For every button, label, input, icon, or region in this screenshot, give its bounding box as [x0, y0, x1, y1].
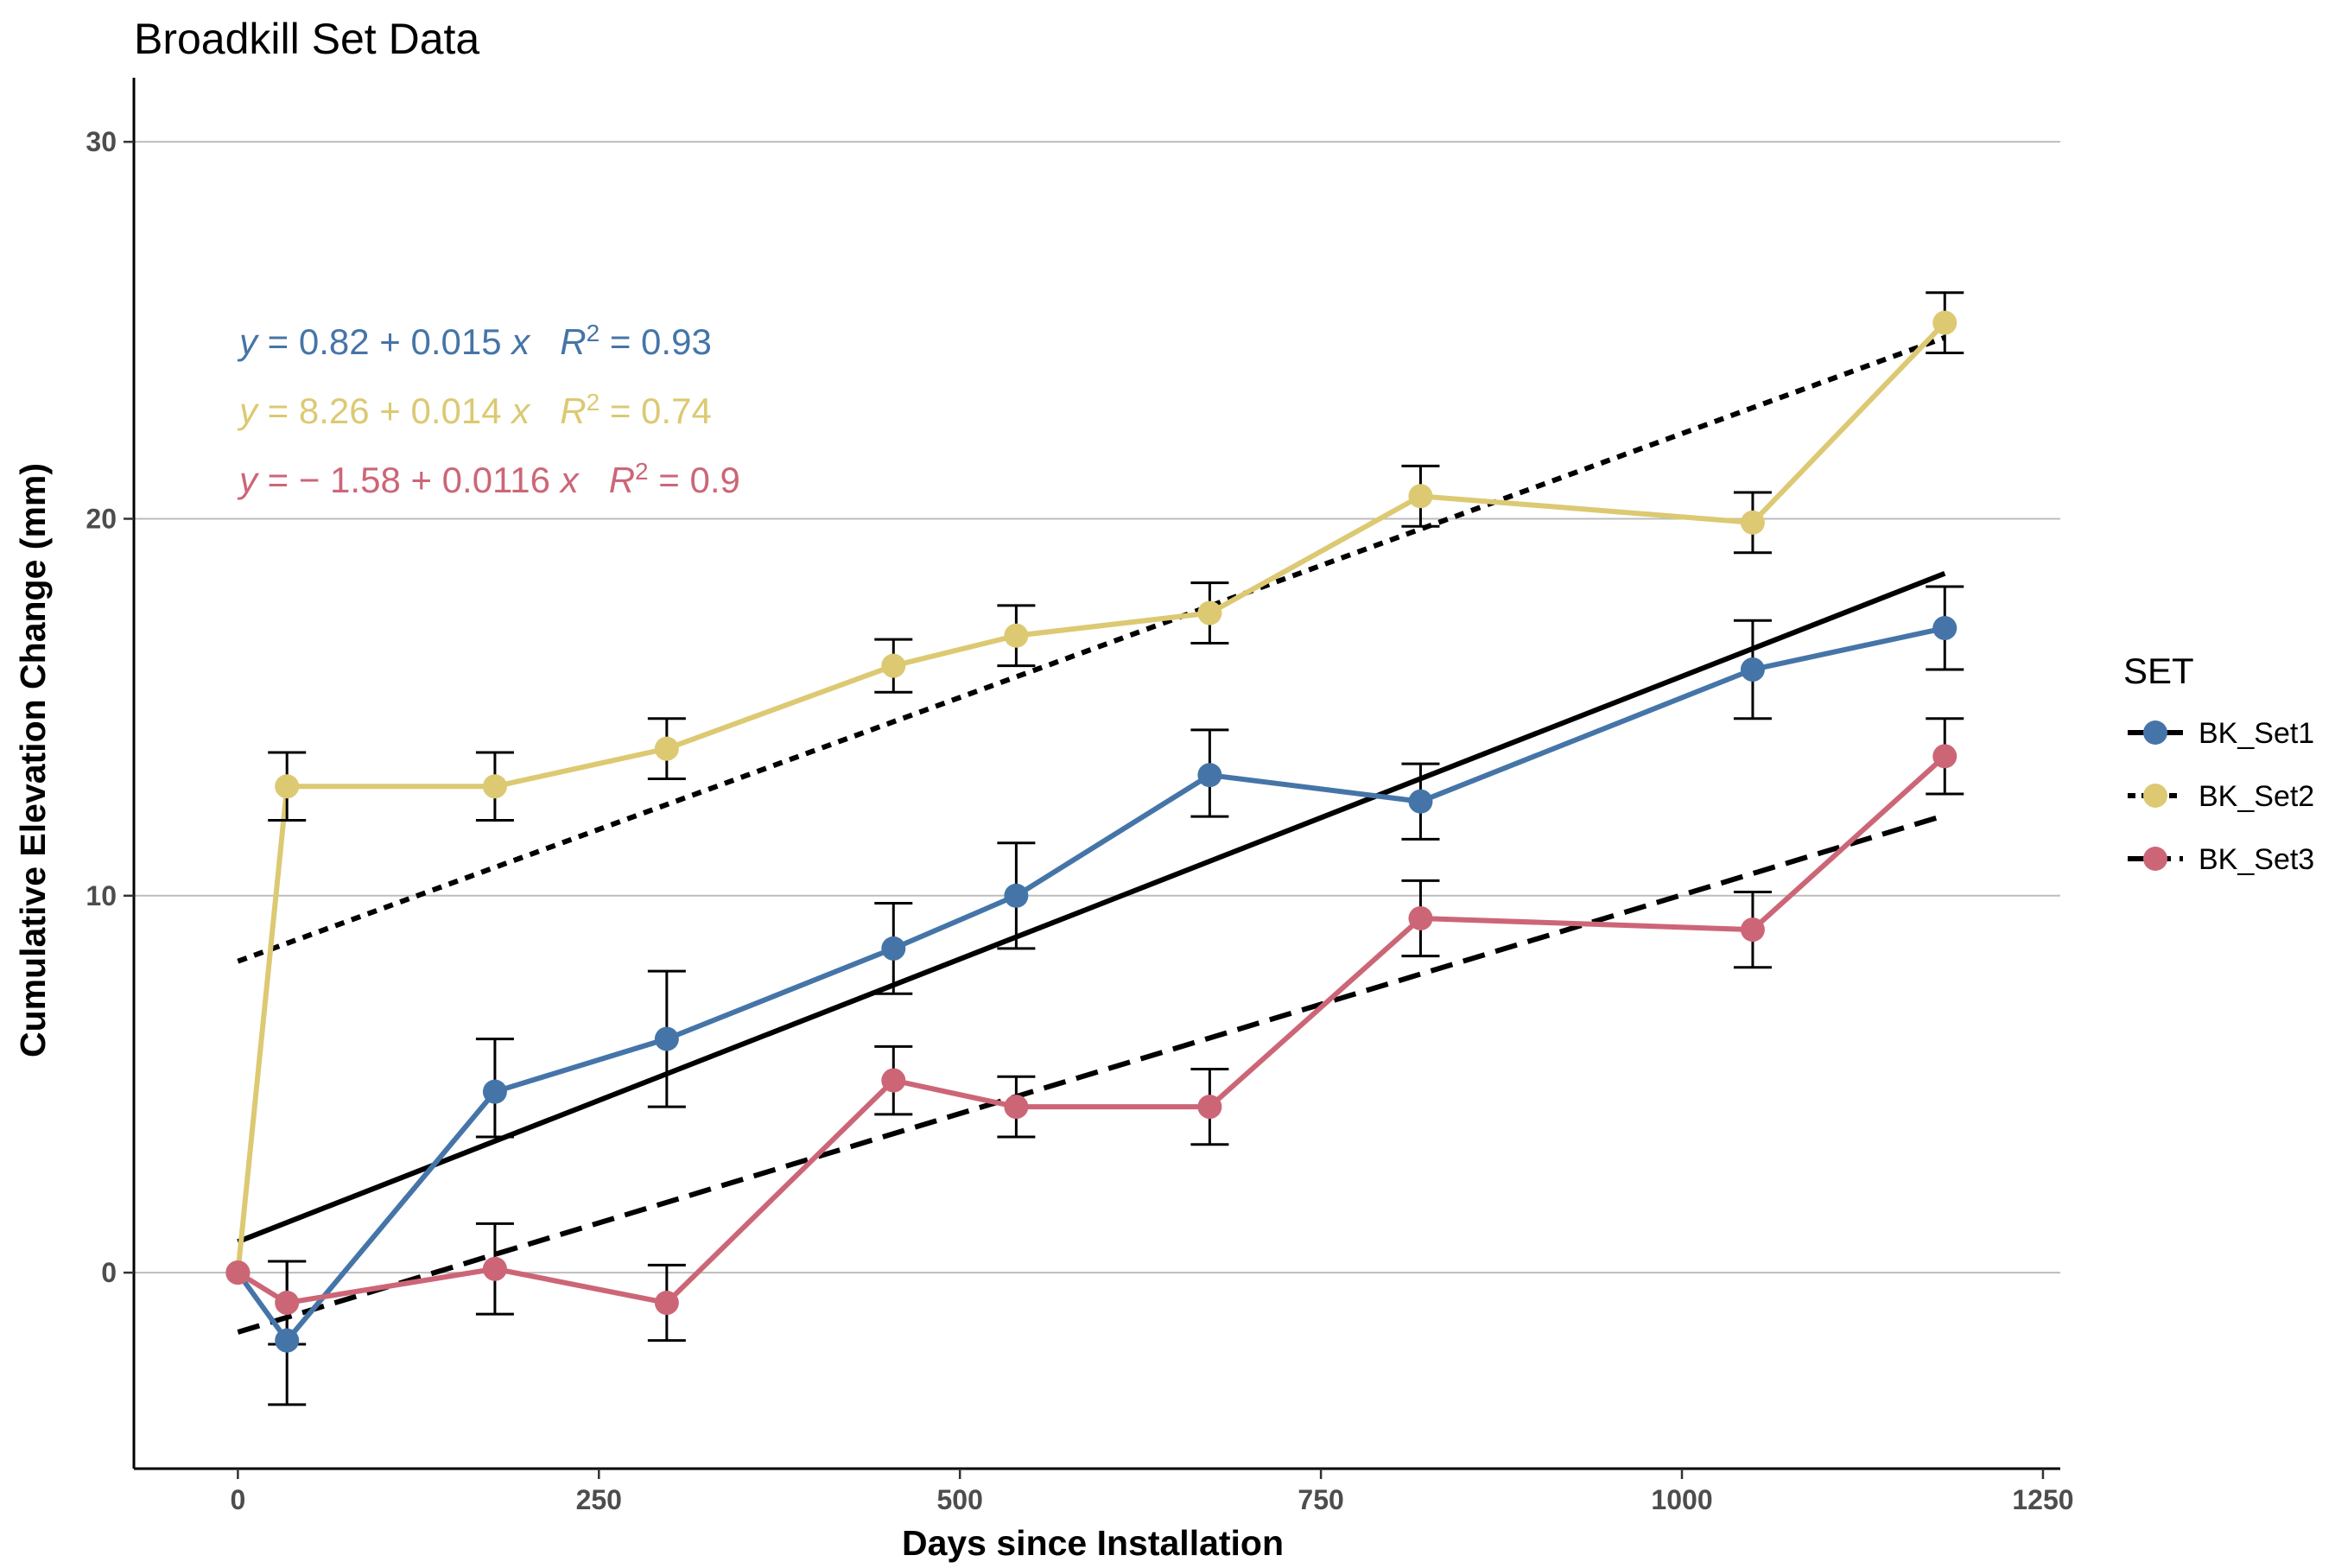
data-point	[1932, 616, 1957, 641]
equation-part: x	[510, 390, 531, 431]
legend-label: BK_Set2	[2199, 780, 2314, 813]
legend-label: BK_Set3	[2199, 843, 2314, 876]
y-tick-label: 20	[86, 503, 117, 534]
data-point	[1408, 905, 1433, 930]
equation-part: = 0.93	[600, 321, 712, 362]
equation-part: y	[237, 460, 260, 500]
equation-part: R	[609, 460, 635, 500]
data-point	[275, 774, 300, 799]
y-axis-title: Cumulative Elevation Change (mm)	[13, 463, 53, 1057]
data-point	[1197, 1095, 1222, 1120]
equation-part: x	[559, 460, 581, 500]
series-line	[235, 625, 1945, 1343]
data-point	[881, 653, 906, 678]
data-point	[1932, 744, 1957, 769]
equation-part: = − 1.58 + 0.0116	[257, 460, 561, 500]
equation-part	[579, 460, 609, 500]
data-point	[1197, 763, 1222, 788]
regression-equation: y = 8.26 + 0.014 x R2 = 0.74	[237, 389, 712, 432]
legend-label: BK_Set1	[2199, 717, 2314, 750]
x-tick-label: 1250	[2012, 1484, 2073, 1515]
equation-part: = 0.82 + 0.015	[257, 321, 511, 362]
equation-part: R	[560, 321, 586, 362]
data-point	[225, 1260, 251, 1286]
data-point	[482, 774, 507, 799]
data-point	[1740, 917, 1765, 943]
data-point	[654, 736, 679, 761]
data-point	[654, 1026, 679, 1051]
equation-part	[530, 321, 560, 362]
equation-part: y	[237, 390, 260, 431]
data-point	[1408, 789, 1433, 814]
equation-part: 2	[635, 458, 649, 485]
trend-line	[237, 570, 1946, 1245]
series-line	[235, 321, 1947, 1273]
data-point	[1004, 883, 1029, 908]
equation-part: 2	[587, 320, 600, 346]
axes: 0 10 20 30 0 250 500 750 1000 1250	[86, 78, 2074, 1515]
grid	[134, 141, 2060, 1274]
regression-equation: y = − 1.58 + 0.0116 x R2 = 0.9	[237, 458, 740, 501]
equation-part: y	[237, 321, 260, 362]
equation-part	[530, 390, 560, 431]
legend-items: BK_Set1 BK_Set2 BK_Set3	[2128, 717, 2314, 876]
y-tick-label: 0	[101, 1257, 117, 1288]
data-point	[1932, 310, 1957, 335]
data-points	[225, 310, 1957, 1353]
regression-equation: y = 0.82 + 0.015 x R2 = 0.93	[237, 320, 712, 363]
x-axis-title: Days since Installation	[902, 1523, 1284, 1563]
data-series	[235, 321, 1947, 1343]
x-tick-label: 750	[1298, 1484, 1343, 1515]
trend-line	[237, 812, 1946, 1335]
equation-part: = 8.26 + 0.014	[257, 390, 511, 431]
legend: SET BK_Set1 BK_Set2 BK_Set3	[2123, 651, 2314, 876]
legend-key-point	[2143, 784, 2167, 808]
x-tick-label: 250	[576, 1484, 622, 1515]
data-point	[1408, 484, 1433, 509]
legend-title: SET	[2123, 651, 2194, 691]
y-tick-label: 30	[86, 126, 117, 157]
chart-title: Broadkill Set Data	[134, 15, 479, 63]
data-point	[482, 1256, 507, 1281]
equation-part: R	[560, 390, 586, 431]
data-point	[1740, 657, 1765, 682]
data-point	[654, 1291, 679, 1316]
equation-part: 2	[587, 389, 600, 416]
regression-equations: y = 0.82 + 0.015 x R2 = 0.93y = 8.26 + 0…	[237, 320, 740, 501]
equation-part: x	[510, 321, 531, 362]
x-tick-label: 0	[230, 1484, 245, 1515]
x-tick-label: 500	[936, 1484, 982, 1515]
data-point	[881, 1068, 906, 1093]
data-point	[881, 936, 906, 961]
legend-key-point	[2143, 721, 2167, 745]
data-point	[1004, 1095, 1029, 1120]
data-point	[482, 1079, 507, 1104]
data-point	[1197, 600, 1222, 625]
data-point	[1004, 623, 1029, 648]
trend-lines	[237, 334, 1946, 1335]
equation-part: = 0.9	[649, 460, 740, 500]
legend-key-point	[2143, 847, 2167, 871]
data-point	[275, 1328, 300, 1353]
y-tick-label: 10	[86, 880, 117, 911]
series-line	[236, 754, 1947, 1306]
x-tick-label: 1000	[1651, 1484, 1712, 1515]
equation-part: = 0.74	[600, 390, 712, 431]
data-point	[275, 1291, 300, 1316]
trend-line	[237, 334, 1946, 964]
data-point	[1740, 510, 1765, 535]
